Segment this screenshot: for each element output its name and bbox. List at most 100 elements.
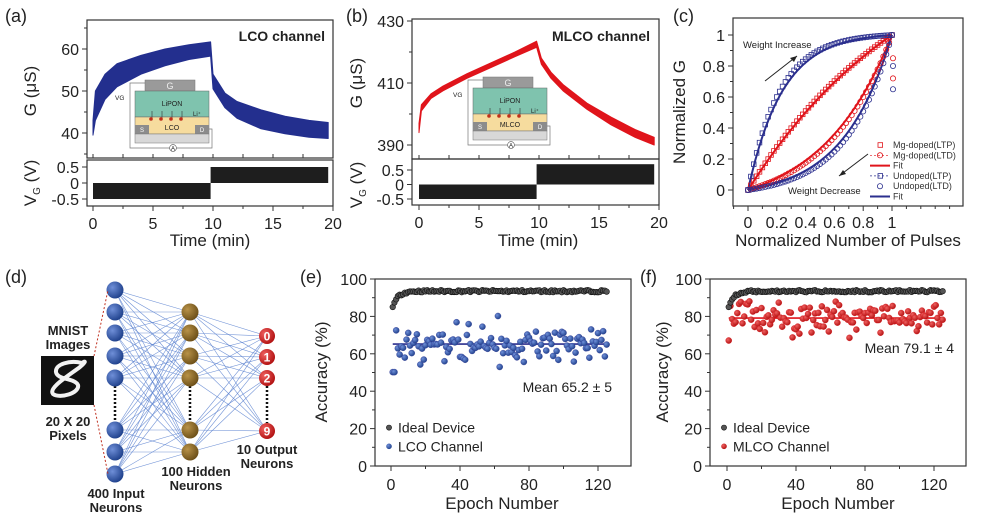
vg-axis-label: VG (V): [347, 162, 369, 209]
data-point-square: [866, 34, 872, 40]
data-point-circle: [770, 177, 777, 184]
data-point-circle: [886, 39, 893, 46]
data-point-circle: [779, 173, 786, 180]
device-accuracy-point: [518, 345, 526, 353]
data-point-square: [800, 111, 806, 118]
device-accuracy-point: [863, 319, 870, 327]
device-accuracy-point: [775, 299, 783, 306]
data-point-circle: [877, 60, 884, 67]
device-accuracy-point: [543, 347, 550, 354]
legend-marker-device: [721, 443, 727, 450]
device-accuracy-point: [598, 336, 605, 344]
x-tick-label: 0.6: [823, 215, 845, 232]
data-point-circle: [848, 127, 855, 134]
data-point-circle: [857, 98, 864, 105]
pixels-label-line1: 20 X 20: [46, 414, 91, 429]
data-point-square: [785, 129, 792, 135]
data-point-square: [794, 64, 800, 70]
gate-label: G: [166, 81, 173, 91]
data-point-square: [808, 101, 815, 108]
synapse-edge: [189, 355, 268, 358]
device-accuracy-point: [853, 326, 860, 333]
data-point-square: [802, 108, 809, 114]
panel-f-accuracy-mlco: 0 20 40 60 80 100 0 40 80 120 Mean 79.1 ± 4 Ideal…: [653, 272, 967, 513]
synapse-edge: [189, 377, 268, 431]
data-point-circle: [851, 123, 858, 130]
synapse-edge: [114, 311, 191, 431]
device-accuracy-point: [756, 325, 764, 333]
synapse-edge: [114, 289, 191, 313]
device-accuracy-point: [937, 309, 945, 317]
device-accuracy-point: [746, 298, 753, 305]
data-point-circle: [782, 178, 789, 185]
device-accuracy-point: [810, 316, 817, 324]
synapse-edge: [189, 355, 268, 379]
synapse-edge: [189, 332, 268, 379]
device-accuracy-point: [586, 354, 593, 361]
data-point-circle: [750, 186, 757, 193]
source-label: S: [140, 128, 144, 134]
device-accuracy-point: [463, 331, 471, 339]
mean-annotation: Mean 65.2 ± 5: [523, 379, 613, 395]
device-accuracy-point: [484, 345, 491, 353]
x-axis-label: Epoch Number: [445, 494, 559, 513]
data-point-square: [808, 52, 815, 58]
device-accuracy-point: [784, 318, 791, 326]
data-point-circle: [837, 142, 844, 149]
legend-label: LCO Channel: [398, 438, 483, 454]
data-point-circle: [883, 46, 890, 53]
data-point-circle: [788, 176, 795, 183]
y-tick-label: 0: [358, 459, 367, 476]
data-point-square: [848, 36, 855, 43]
y-tick-label: 100: [675, 272, 702, 289]
device-accuracy-point: [818, 303, 826, 310]
output-digit-label: 9: [264, 425, 271, 439]
synapse-edge: [114, 311, 191, 475]
hidden-neuron: [181, 324, 199, 342]
synapse-edge: [189, 335, 268, 357]
panel-label-e: (e): [300, 267, 322, 287]
li-ion-label: Li⁺: [531, 108, 539, 115]
x-axis-label: Time (min): [170, 231, 251, 250]
device-accuracy-point: [796, 330, 803, 337]
device-accuracy-point: [411, 336, 419, 344]
panel-label-b: (b): [346, 6, 368, 26]
data-point-square: [854, 35, 861, 42]
data-point-circle: [890, 63, 897, 70]
data-point-circle: [854, 118, 861, 125]
hidden-neuron: [181, 443, 199, 461]
device-accuracy-point: [739, 320, 746, 327]
data-point-circle: [762, 183, 769, 190]
device-accuracy-point: [494, 312, 502, 320]
mnist-digit-image: [41, 356, 94, 405]
hidden-layer-label-line1: 100 Hidden: [161, 464, 230, 479]
data-point-square: [877, 33, 884, 39]
legend-marker-ideal: [721, 424, 727, 431]
y-tick-label: 430: [377, 14, 404, 31]
data-point-circle: [773, 176, 780, 183]
drain-label: D: [538, 125, 543, 131]
data-point-circle: [753, 185, 760, 192]
data-point-circle: [759, 184, 766, 191]
data-point-square: [762, 160, 768, 166]
x-tick-label: 5: [475, 215, 484, 232]
legend: Mg-doped(LTP)Mg-doped(LTD)FitUndoped(LTP…: [870, 140, 956, 202]
y-axis-label: Accuracy (%): [653, 321, 672, 422]
synapse-edge: [114, 289, 191, 334]
device-accuracy-point: [808, 329, 815, 336]
device-accuracy-point: [815, 309, 822, 317]
x-axis-label: Time (min): [498, 231, 579, 250]
data-point-square: [872, 33, 878, 39]
annotation-weight-increase: Weight Increase: [743, 40, 811, 51]
li-ion: [149, 117, 153, 121]
y-tick-label: 100: [340, 272, 367, 289]
gate-label: G: [504, 78, 511, 88]
data-point-circle: [782, 172, 789, 179]
x-tick-label: 120: [585, 477, 612, 494]
data-point-circle: [854, 103, 861, 110]
data-point-square: [768, 106, 774, 113]
data-point-square: [874, 33, 881, 39]
data-point-square: [840, 38, 846, 45]
synapse-edge: [114, 355, 191, 379]
data-point-square: [797, 115, 803, 121]
